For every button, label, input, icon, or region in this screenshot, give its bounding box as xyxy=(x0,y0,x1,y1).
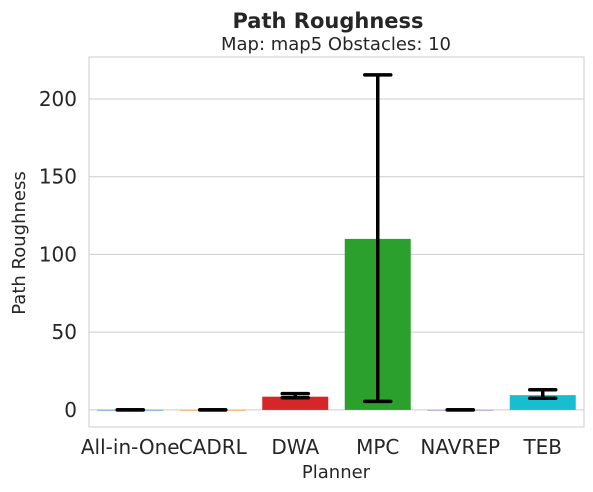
bar-teb xyxy=(509,395,576,410)
bars xyxy=(97,238,576,411)
chart-title: Path Roughness xyxy=(232,9,423,33)
y-tick-label: 100 xyxy=(39,242,77,266)
y-tick-labels: 0 50 100 150 200 xyxy=(39,87,77,422)
x-tick-label: All-in-One xyxy=(81,435,180,459)
x-axis-label: Planner xyxy=(302,462,371,483)
x-tick-label: TEB xyxy=(522,435,562,459)
x-tick-label: MPC xyxy=(356,435,399,459)
y-tick-label: 150 xyxy=(39,165,77,189)
y-tick-label: 50 xyxy=(52,320,77,344)
x-tick-label: DWA xyxy=(271,435,319,459)
x-tick-label: CADRL xyxy=(179,435,248,459)
error-bar xyxy=(528,387,558,400)
error-bar xyxy=(363,73,393,404)
grid-lines xyxy=(89,98,584,411)
error-bar xyxy=(280,391,310,400)
bar-dwa xyxy=(262,396,329,410)
y-tick-label: 0 xyxy=(64,398,77,422)
y-axis-label: Path Roughness xyxy=(9,171,30,314)
plot-frame xyxy=(88,56,585,428)
x-tick-labels: All-in-One CADRL DWA MPC NAVREP TEB xyxy=(81,435,562,459)
y-tick-label: 200 xyxy=(39,87,77,111)
chart-subtitle: Map: map5 Obstacles: 10 xyxy=(221,34,451,55)
x-tick-label: NAVREP xyxy=(420,435,500,459)
error-bars xyxy=(115,73,558,412)
